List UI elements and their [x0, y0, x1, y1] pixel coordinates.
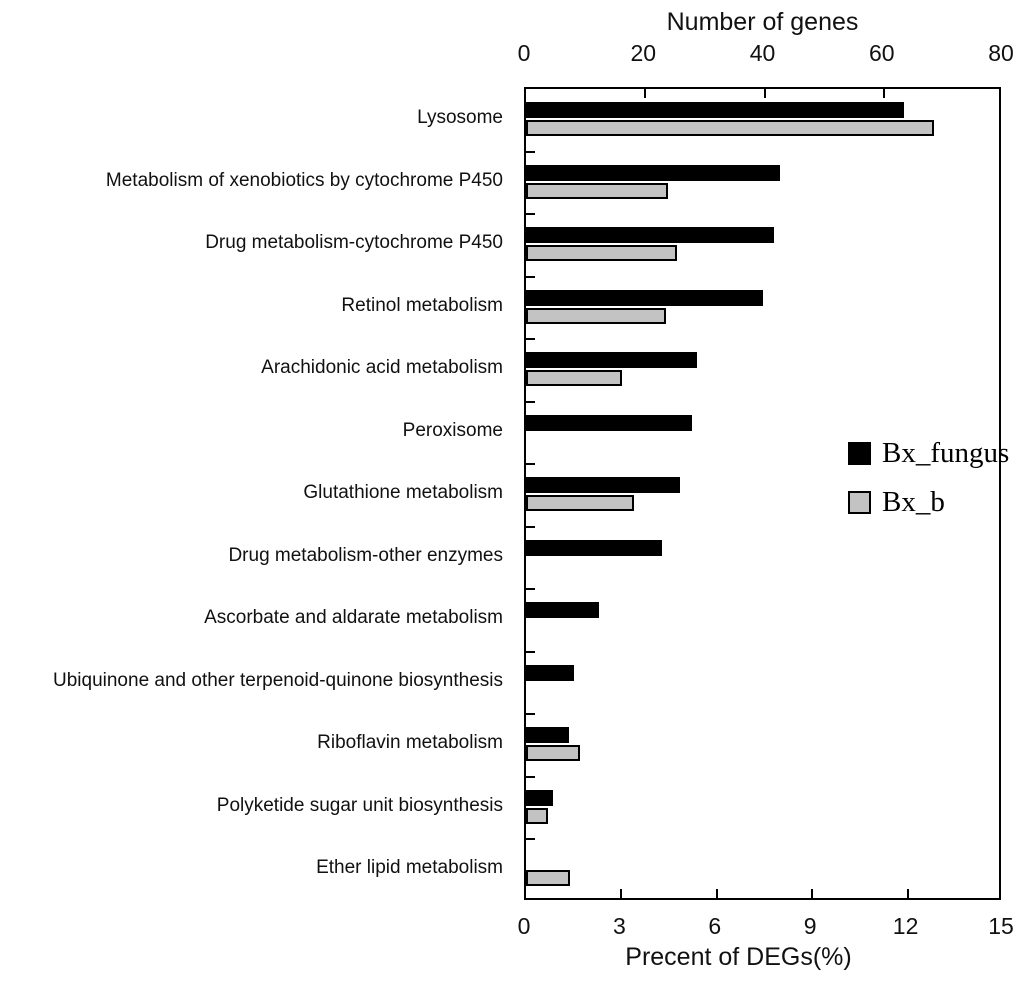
- bottom-axis-title: Precent of DEGs(%): [625, 943, 852, 971]
- y-axis-tick: [526, 338, 535, 341]
- bar-bx-fungus: [526, 289, 763, 306]
- bottom-tick-label: 12: [892, 913, 919, 939]
- bar-bx-fungus: [526, 102, 905, 118]
- y-axis-tick: [526, 400, 535, 403]
- category-label: Riboflavin metabolism: [317, 732, 503, 754]
- top-axis-tick: [882, 89, 885, 98]
- bar-bx-fungus: [526, 789, 553, 806]
- y-axis-tick: [526, 650, 535, 653]
- category-label: Drug metabolism-other enzymes: [228, 544, 503, 566]
- bar-bx-fungus: [526, 602, 599, 619]
- legend-swatch-bx-b: [848, 491, 871, 514]
- category-label: Glutathione metabolism: [303, 482, 503, 504]
- category-label: Polyketide sugar unit biosynthesis: [216, 794, 503, 816]
- bar-bx-b: [526, 370, 622, 387]
- bottom-axis-tick: [715, 889, 718, 898]
- bar-bx-fungus: [526, 227, 775, 244]
- category-label: Ascorbate and aldarate metabolism: [204, 607, 503, 629]
- legend-label: Bx_fungus: [882, 437, 1010, 469]
- y-axis-tick: [526, 775, 535, 778]
- bar-bx-b: [526, 495, 634, 512]
- bottom-axis-tick: [906, 889, 909, 898]
- legend: Bx_fungus Bx_b: [848, 429, 1009, 527]
- bar-bx-fungus: [526, 664, 574, 681]
- bottom-axis-tick: [811, 889, 814, 898]
- y-axis-tick: [526, 463, 535, 466]
- y-axis-tick: [526, 588, 535, 591]
- y-axis-tick: [526, 150, 535, 153]
- bottom-tick-label: 6: [708, 913, 722, 939]
- bar-bx-b: [526, 307, 667, 324]
- y-axis-tick: [526, 275, 535, 278]
- top-tick-label: 0: [517, 40, 531, 66]
- bottom-tick-label: 15: [988, 913, 1014, 939]
- category-label: Retinol metabolism: [341, 294, 503, 316]
- bottom-tick-label: 9: [803, 913, 817, 939]
- y-axis-tick: [526, 213, 535, 216]
- category-label: Ether lipid metabolism: [316, 857, 503, 879]
- plot-area: [524, 87, 1001, 900]
- bar-bx-fungus: [526, 727, 570, 744]
- legend-swatch-bx-fungus: [848, 442, 871, 465]
- bar-bx-b: [526, 807, 549, 824]
- y-axis-tick: [526, 713, 535, 716]
- bar-bx-fungus: [526, 352, 698, 369]
- top-axis-tick: [644, 89, 647, 98]
- bar-bx-b: [526, 745, 581, 762]
- top-tick-label: 20: [630, 40, 657, 66]
- bar-bx-fungus: [526, 414, 692, 431]
- bottom-axis-tick: [620, 889, 623, 898]
- top-tick-label: 80: [988, 40, 1014, 66]
- legend-entry: Bx_fungus: [848, 429, 1009, 478]
- legend-label: Bx_b: [882, 486, 945, 518]
- y-axis-tick: [526, 525, 535, 528]
- category-label: Metabolism of xenobiotics by cytochrome …: [105, 169, 503, 191]
- category-label: Drug metabolism-cytochrome P450: [205, 232, 503, 254]
- bar-bx-fungus: [526, 477, 680, 494]
- top-tick-label: 40: [749, 40, 776, 66]
- bar-bx-fungus: [526, 164, 781, 181]
- bar-bx-b: [526, 182, 668, 199]
- bottom-tick-label: 3: [612, 913, 626, 939]
- category-label: Lysosome: [417, 107, 503, 128]
- bottom-tick-label: 0: [517, 913, 531, 939]
- top-axis-title: Number of genes: [666, 8, 859, 36]
- bar-bx-b: [526, 870, 570, 887]
- bar-bx-b: [526, 245, 677, 262]
- y-axis-tick: [526, 838, 535, 841]
- category-label: Peroxisome: [402, 419, 503, 441]
- category-label: Ubiquinone and other terpenoid-quinone b…: [53, 669, 503, 691]
- top-axis-tick: [763, 89, 766, 98]
- legend-entry: Bx_b: [848, 478, 1009, 527]
- bar-bx-b: [526, 120, 934, 136]
- top-tick-label: 60: [868, 40, 895, 66]
- bar-bx-fungus: [526, 539, 662, 556]
- category-label: Arachidonic acid metabolism: [261, 357, 503, 379]
